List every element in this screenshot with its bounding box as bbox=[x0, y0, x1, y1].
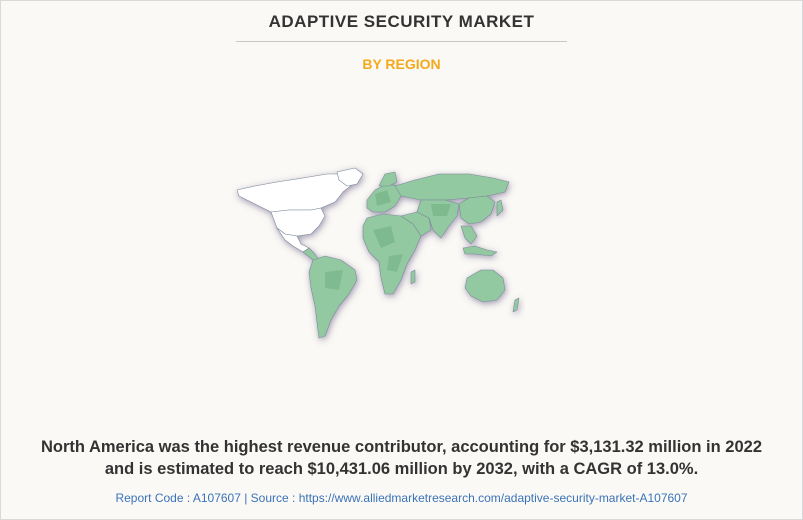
madagascar bbox=[410, 269, 416, 285]
new-zealand bbox=[512, 297, 520, 313]
world-map bbox=[236, 167, 520, 339]
title-divider bbox=[236, 41, 567, 42]
summary-text: North America was the highest revenue co… bbox=[10, 436, 793, 480]
australia bbox=[464, 269, 506, 303]
north-america-canada bbox=[236, 173, 354, 213]
russia bbox=[394, 173, 510, 201]
africa-patch-1 bbox=[373, 226, 395, 248]
scandinavia bbox=[378, 171, 398, 187]
europe-patch bbox=[375, 190, 391, 206]
africa-patch-2 bbox=[387, 254, 403, 272]
summary-line-1: North America was the highest revenue co… bbox=[41, 438, 762, 456]
summary-line-2: and is estimated to reach $10,431.06 mil… bbox=[104, 460, 699, 478]
page-subtitle: BY REGION bbox=[362, 56, 441, 72]
east-asia bbox=[458, 195, 496, 225]
southeast-asia bbox=[460, 225, 478, 245]
north-america-usa bbox=[270, 207, 326, 237]
source-footer: Report Code : A107607 | Source : https:/… bbox=[115, 491, 688, 505]
central-america bbox=[302, 247, 320, 261]
north-america-greenland bbox=[336, 167, 364, 187]
south-america-patch bbox=[325, 270, 343, 290]
south-america bbox=[308, 255, 358, 339]
asia-patch bbox=[431, 204, 451, 216]
indonesia bbox=[462, 245, 498, 257]
japan bbox=[496, 199, 504, 217]
page-title: ADAPTIVE SECURITY MARKET bbox=[268, 12, 535, 31]
